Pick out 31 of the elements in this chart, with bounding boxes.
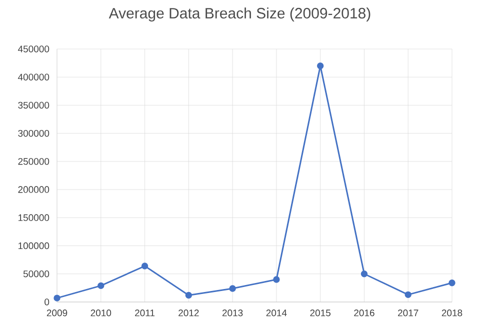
x-tick-label: 2012 bbox=[178, 310, 199, 316]
y-tick-label: 200000 bbox=[18, 186, 50, 193]
point bbox=[448, 280, 456, 286]
point bbox=[229, 285, 236, 292]
point bbox=[316, 62, 324, 70]
point bbox=[404, 291, 412, 298]
y-tick-label: 100000 bbox=[18, 242, 50, 250]
x-tick-label: 2010 bbox=[90, 310, 112, 316]
y-tick-label: 50000 bbox=[23, 270, 50, 278]
y-tick-label: 300000 bbox=[18, 130, 50, 137]
y-tick-label: 150000 bbox=[18, 214, 50, 222]
point bbox=[360, 270, 368, 278]
x-tick-label: 2015 bbox=[310, 310, 331, 316]
y-tick-label: 0 bbox=[44, 298, 50, 306]
x-tick-label: 2017 bbox=[398, 310, 418, 316]
x-tick-label: 2009 bbox=[46, 310, 68, 316]
chart-title: Average Data Breach Size (2009-2018) bbox=[108, 8, 370, 22]
point bbox=[273, 276, 280, 283]
y-tick-label: 350000 bbox=[18, 102, 50, 109]
x-tick-label: 2011 bbox=[135, 310, 155, 316]
y-tick-label: 450000 bbox=[18, 46, 50, 52]
y-tick-label: 400000 bbox=[18, 74, 50, 80]
point bbox=[185, 292, 192, 299]
x-tick-label: 2018 bbox=[442, 310, 462, 316]
x-tick-label: 2014 bbox=[266, 310, 287, 316]
y-tick-label: 250000 bbox=[18, 158, 50, 165]
point bbox=[54, 294, 60, 302]
x-tick-label: 2016 bbox=[354, 310, 374, 316]
x-tick-label: 2013 bbox=[222, 310, 243, 316]
point bbox=[141, 262, 148, 270]
point bbox=[98, 282, 104, 290]
